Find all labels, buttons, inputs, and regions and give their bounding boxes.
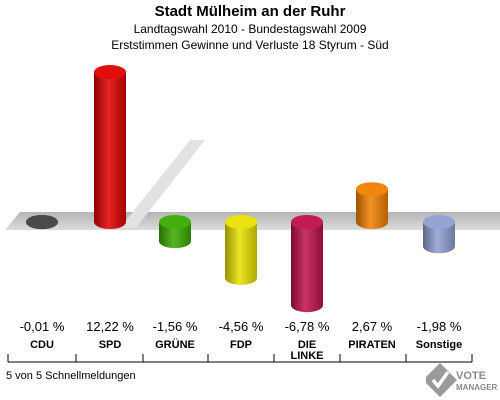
value-label: -4,56 % — [219, 319, 264, 334]
category-label: SPD — [99, 339, 122, 351]
chart-subtitle-district: Erststimmen Gewinne und Verluste 18 Styr… — [111, 38, 389, 52]
category-label: FDP — [230, 339, 252, 351]
category-label: DIE — [298, 339, 316, 351]
bar-spd — [94, 65, 126, 229]
checkmark-icon — [426, 363, 457, 397]
bar-sonstige — [423, 215, 455, 254]
category-label: Sonstige — [416, 339, 462, 351]
votemanager-logo: VOTE MANAGER — [426, 363, 498, 397]
value-label: 12,22 % — [86, 319, 134, 334]
category-label: LINKE — [291, 350, 324, 362]
logo-text-manager: MANAGER — [456, 383, 498, 392]
logo-text-vote: VOTE — [456, 370, 486, 382]
value-label: 2,67 % — [352, 319, 393, 334]
value-label: -1,98 % — [417, 319, 462, 334]
category-label: CDU — [30, 339, 54, 351]
category-label: GRÜNE — [155, 338, 195, 351]
bar-cdu — [26, 215, 58, 230]
bar-fdp — [225, 215, 257, 285]
bar-die-linke — [291, 215, 323, 313]
value-label: -0,01 % — [20, 319, 65, 334]
bar-piraten — [356, 182, 388, 229]
chart-title: Stadt Mülheim an der Ruhr — [154, 3, 346, 20]
value-label: -1,56 % — [153, 319, 198, 334]
bar-grüne — [159, 215, 191, 249]
bar-shadow — [120, 140, 205, 228]
status-text: 5 von 5 Schnellmeldungen — [6, 370, 136, 382]
value-label: -6,78 % — [285, 319, 330, 334]
category-label: PIRATEN — [348, 339, 396, 351]
chart-subtitle-election: Landtagswahl 2010 - Bundestagswahl 2009 — [133, 22, 367, 36]
